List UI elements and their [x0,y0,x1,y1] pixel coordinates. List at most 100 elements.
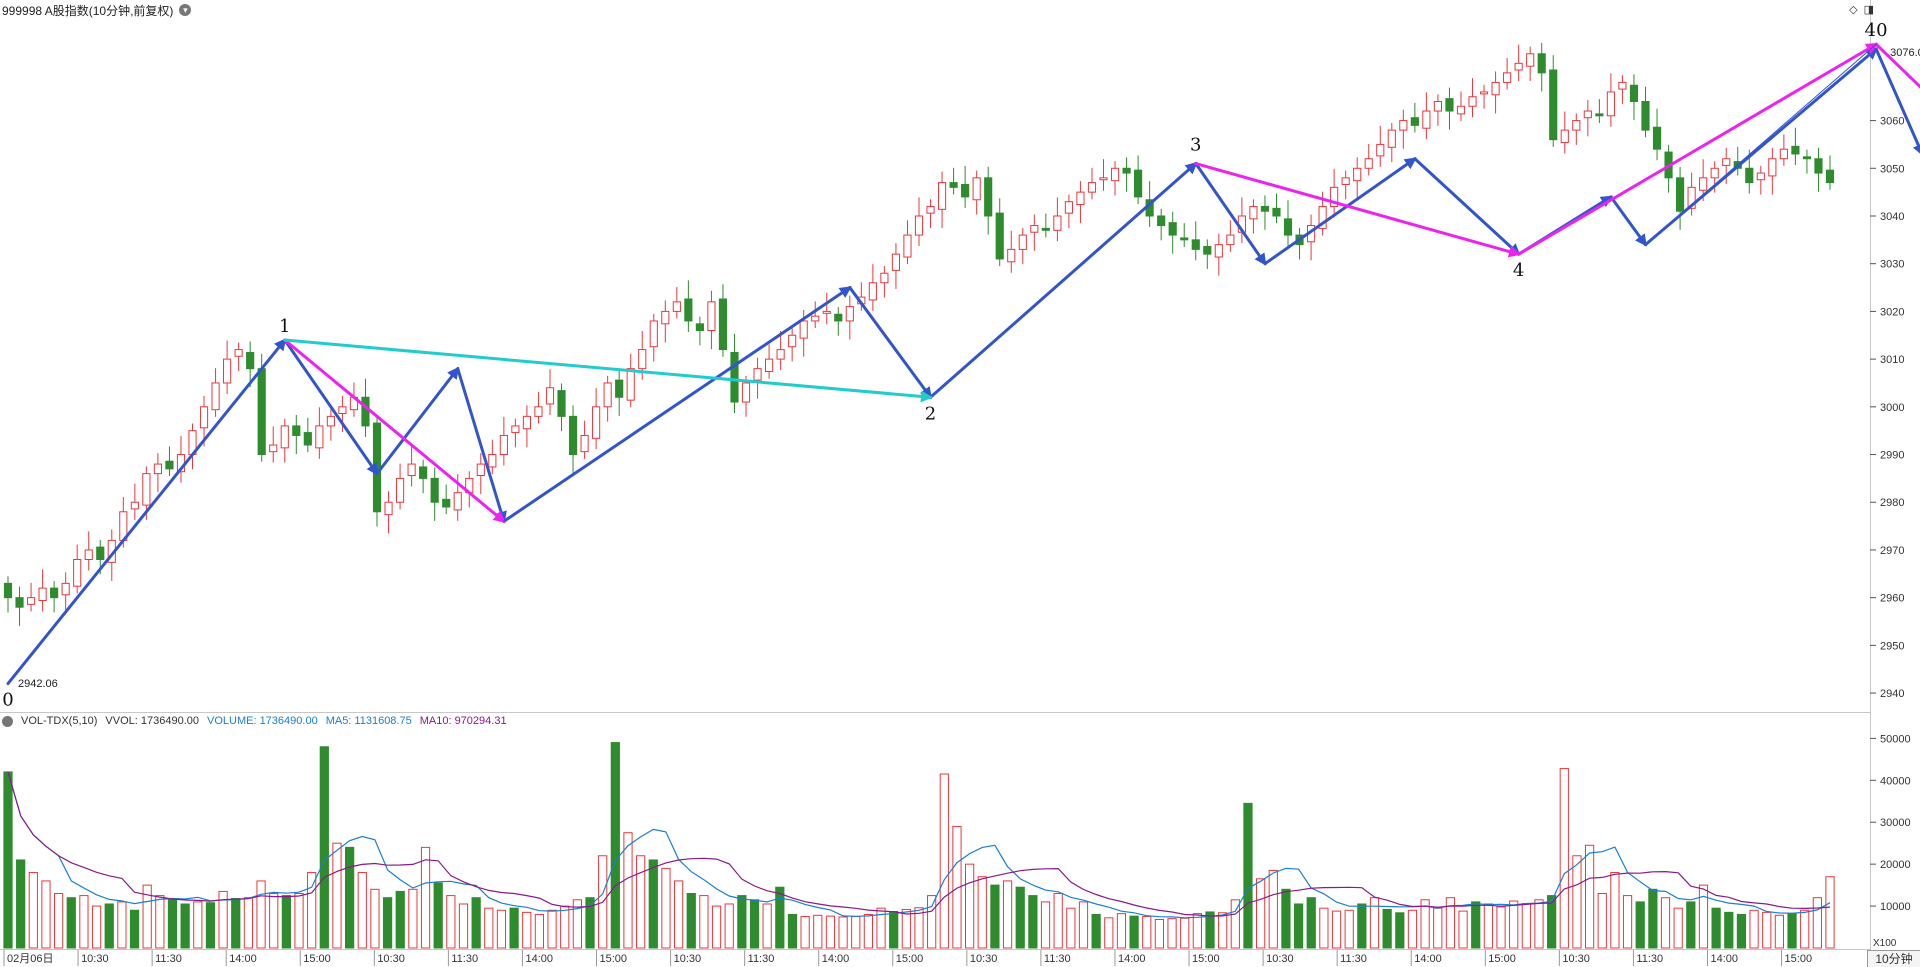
volume-bar[interactable] [825,915,836,949]
candle[interactable] [1041,213,1050,238]
candle[interactable] [741,375,751,417]
candle[interactable] [891,243,901,289]
volume-bar[interactable] [1686,901,1696,949]
candle[interactable] [1479,84,1489,109]
volume-bar[interactable] [1812,897,1822,949]
volume-bar[interactable] [1584,844,1595,949]
volume-bar[interactable] [1319,907,1329,949]
volume-bar[interactable] [560,905,570,949]
diamond-icon[interactable]: ◇ [1849,4,1858,16]
volume-bar[interactable] [332,842,342,949]
candle[interactable] [1387,122,1396,163]
candle[interactable] [326,409,335,441]
volume-bar[interactable] [775,886,785,949]
volume-bar[interactable] [1483,903,1493,949]
candle[interactable] [1825,155,1835,190]
volume-bar[interactable] [1116,913,1127,949]
volume-bar[interactable] [218,890,228,949]
candle[interactable] [1652,108,1662,161]
volume-bar[interactable] [1382,908,1392,949]
volume-bar[interactable] [876,907,886,949]
candle[interactable] [1214,233,1223,276]
volume-bar[interactable] [1534,899,1544,949]
volume-bar[interactable] [41,880,51,949]
candle[interactable] [1353,157,1362,200]
volume-bar[interactable] [28,872,38,949]
volume-bar[interactable] [1053,893,1063,949]
candle[interactable] [211,368,220,417]
volume-bar[interactable] [319,746,329,949]
volume-bar[interactable] [1192,913,1202,949]
volume-bar[interactable] [408,888,418,949]
candle[interactable] [672,287,681,319]
candle[interactable] [1606,73,1615,127]
candle[interactable] [1814,147,1823,192]
candle[interactable] [914,197,924,247]
candle[interactable] [603,375,612,422]
candle[interactable] [788,328,797,362]
candle[interactable] [545,369,555,415]
candle[interactable] [845,295,854,340]
volume-bar[interactable] [1471,901,1481,949]
candle[interactable] [1087,167,1097,200]
candle[interactable] [1779,134,1788,166]
volume-bar[interactable] [964,863,975,949]
candle[interactable] [1376,125,1385,167]
volume-bar[interactable] [1559,768,1569,949]
volume-bar[interactable] [1635,901,1645,949]
candle[interactable] [1641,86,1650,138]
candle[interactable] [1018,227,1027,265]
candle[interactable] [1134,155,1143,205]
volume-bar[interactable] [1028,895,1038,949]
volume-bar[interactable] [294,893,304,949]
volume-bar[interactable] [1218,912,1228,949]
volume-bar[interactable] [1104,917,1114,949]
volume-bar[interactable] [1293,903,1304,949]
candle[interactable] [834,307,843,336]
volume-bar[interactable] [952,825,962,949]
period-tab[interactable]: 10分钟 [1867,950,1920,967]
candle[interactable] [1456,91,1466,122]
volume-bar[interactable] [193,901,203,949]
volume-bar[interactable] [1825,876,1835,949]
candle[interactable] [1283,200,1293,247]
volume-bar[interactable] [484,907,494,949]
volume-bar[interactable] [433,882,443,949]
candle[interactable] [223,340,232,394]
volume-bar[interactable] [79,895,89,949]
volume-bar[interactable] [53,893,64,949]
volume-bar[interactable] [1205,911,1215,949]
volume-bar[interactable] [1787,913,1797,949]
volume-bar[interactable] [636,855,646,949]
volume-bar[interactable] [1458,910,1468,949]
volume-bar[interactable] [863,913,874,949]
volume-bar[interactable] [851,916,861,949]
volume-bar[interactable] [914,907,924,949]
volume-bar[interactable] [231,898,241,949]
candle[interactable] [1157,208,1166,241]
candle[interactable] [1260,195,1270,230]
candle[interactable] [1572,113,1581,145]
candle[interactable] [1629,74,1639,121]
candle[interactable] [1249,199,1258,234]
volume-bar[interactable] [382,897,393,949]
volume-bar[interactable] [990,884,1000,949]
candle[interactable] [1468,78,1477,118]
candle[interactable] [38,569,47,612]
volume-bar[interactable] [648,859,658,949]
volume-bar[interactable] [661,867,671,949]
candle[interactable] [1503,58,1512,90]
volume-bar[interactable] [1256,878,1266,949]
candle[interactable] [1180,223,1189,247]
volume-bar[interactable] [117,901,127,949]
candle[interactable] [61,572,70,614]
candle[interactable] [776,330,785,371]
candle[interactable] [1099,159,1108,191]
chevron-down-icon[interactable] [2,715,13,727]
volume-bar[interactable] [762,903,772,949]
volume-bar[interactable] [1142,916,1152,949]
volume-bar[interactable] [1724,911,1734,949]
volume-bar[interactable] [737,895,747,949]
volume-bar[interactable] [345,846,355,949]
candle[interactable] [1410,102,1419,133]
